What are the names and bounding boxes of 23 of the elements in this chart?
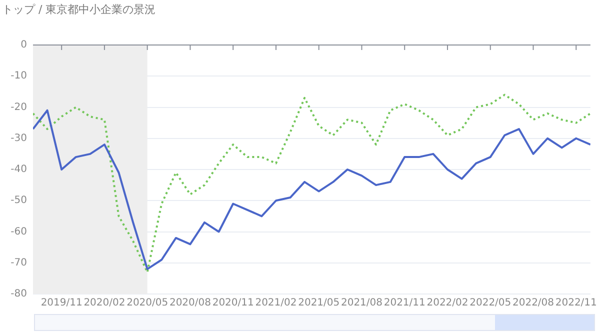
y-tick-label: 0	[20, 40, 27, 51]
y-tick-label: -10	[10, 70, 27, 82]
x-tick-label: 2021/11	[384, 298, 426, 309]
x-tick-label: 2022/02	[426, 298, 468, 309]
x-tick-label: 2021/02	[255, 298, 297, 309]
x-tick-label: 2021/08	[340, 298, 383, 309]
x-tick-label: 2020/05	[126, 298, 168, 309]
y-tick-label: -30	[10, 132, 27, 144]
y-tick-label: -70	[10, 257, 27, 268]
y-tick-label: -20	[10, 102, 27, 113]
y-tick-label: -80	[10, 288, 27, 300]
x-tick-label: 2022/11	[555, 298, 597, 309]
x-tick-label: 2022/05	[470, 298, 512, 309]
y-tick-label: -60	[10, 226, 27, 238]
x-tick-label: 2020/08	[169, 298, 211, 309]
x-tick-label: 2021/05	[298, 298, 340, 309]
x-tick-label: 2022/08	[512, 298, 554, 309]
y-tick-label: -40	[10, 164, 27, 176]
chart-title: トップ / 東京都中小企業の景況	[2, 2, 156, 17]
x-tick-label: 2020/11	[212, 298, 254, 309]
y-tick-label: -50	[10, 195, 27, 206]
x-tick-label: 2019/11	[40, 298, 82, 309]
x-tick-label: 2020/02	[84, 298, 126, 309]
